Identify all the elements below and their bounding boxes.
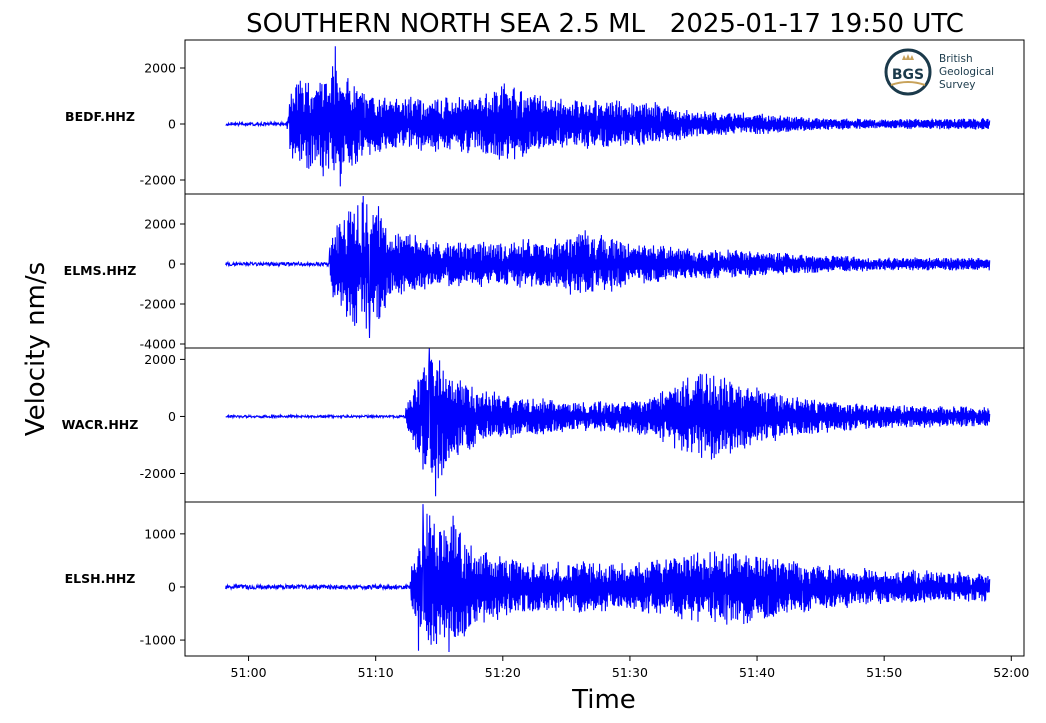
x-tick-label: 51:20 xyxy=(485,665,521,680)
y-tick-label: 2000 xyxy=(144,352,176,367)
x-axis-title: Time xyxy=(571,685,636,715)
logo-line-3: Survey xyxy=(939,79,976,91)
y-tick-label: 0 xyxy=(168,117,176,132)
logo-line-1: British xyxy=(939,53,973,65)
waveform-wacr-hhz xyxy=(225,347,991,497)
y-axis-title: Velocity nm/s xyxy=(21,262,51,436)
station-label-bedf-hhz: BEDF.HHZ xyxy=(65,109,135,124)
trace-panel-2: 2000 0 -2000 WACR.HHZ xyxy=(62,347,1025,503)
y-tick-label: 2000 xyxy=(144,217,176,232)
y-tick-label: 0 xyxy=(168,257,176,272)
trace-panels: 2000 0 -2000 BEDF.HHZ 2000 0 -2000 -4000 ELMS.HH… xyxy=(62,39,1025,657)
station-label-wacr-hhz: WACR.HHZ xyxy=(62,417,139,432)
x-tick-label: 52:00 xyxy=(993,665,1029,680)
logo-wave-icon xyxy=(890,81,926,86)
y-tick-label: -2000 xyxy=(140,466,176,481)
x-tick-label: 51:50 xyxy=(866,665,902,680)
station-label-elms-hhz: ELMS.HHZ xyxy=(64,263,137,278)
trace-panel-3: 1000 0 -1000 ELSH.HHZ xyxy=(65,501,1025,657)
y-tick-label: 2000 xyxy=(144,61,176,76)
logo-crown-icon xyxy=(902,54,914,60)
y-tick-label: 0 xyxy=(168,409,176,424)
waveform-elms-hhz xyxy=(225,195,991,339)
waveform-elsh-hhz xyxy=(225,504,991,653)
trace-panel-1: 2000 0 -2000 -4000 ELMS.HHZ xyxy=(64,193,1025,352)
bgs-logo: BGS British Geological Survey xyxy=(884,48,994,96)
y-tick-label: 0 xyxy=(168,579,176,594)
logo-mark: BGS xyxy=(892,67,924,83)
station-label-elsh-hhz: ELSH.HHZ xyxy=(65,571,136,586)
y-tick-label: -2000 xyxy=(140,297,176,312)
y-tick-label: -4000 xyxy=(140,337,176,352)
y-tick-label: -2000 xyxy=(140,173,176,188)
y-tick-label: 1000 xyxy=(144,526,176,541)
x-tick-label: 51:10 xyxy=(358,665,394,680)
logo-line-2: Geological xyxy=(939,66,994,78)
x-tick-label: 51:00 xyxy=(231,665,267,680)
x-tick-label: 51:40 xyxy=(739,665,775,680)
chart-title: SOUTHERN NORTH SEA 2.5 ML 2025-01-17 19:… xyxy=(246,9,964,39)
waveform-bedf-hhz xyxy=(225,46,991,187)
x-tick-label: 51:30 xyxy=(612,665,648,680)
x-axis: 51:00 51:10 51:20 51:30 51:40 51:50 52:00 xyxy=(231,656,1029,680)
y-tick-label: -1000 xyxy=(140,633,176,648)
trace-panel-0: 2000 0 -2000 BEDF.HHZ xyxy=(65,39,1025,195)
panel-frame xyxy=(184,501,1025,657)
